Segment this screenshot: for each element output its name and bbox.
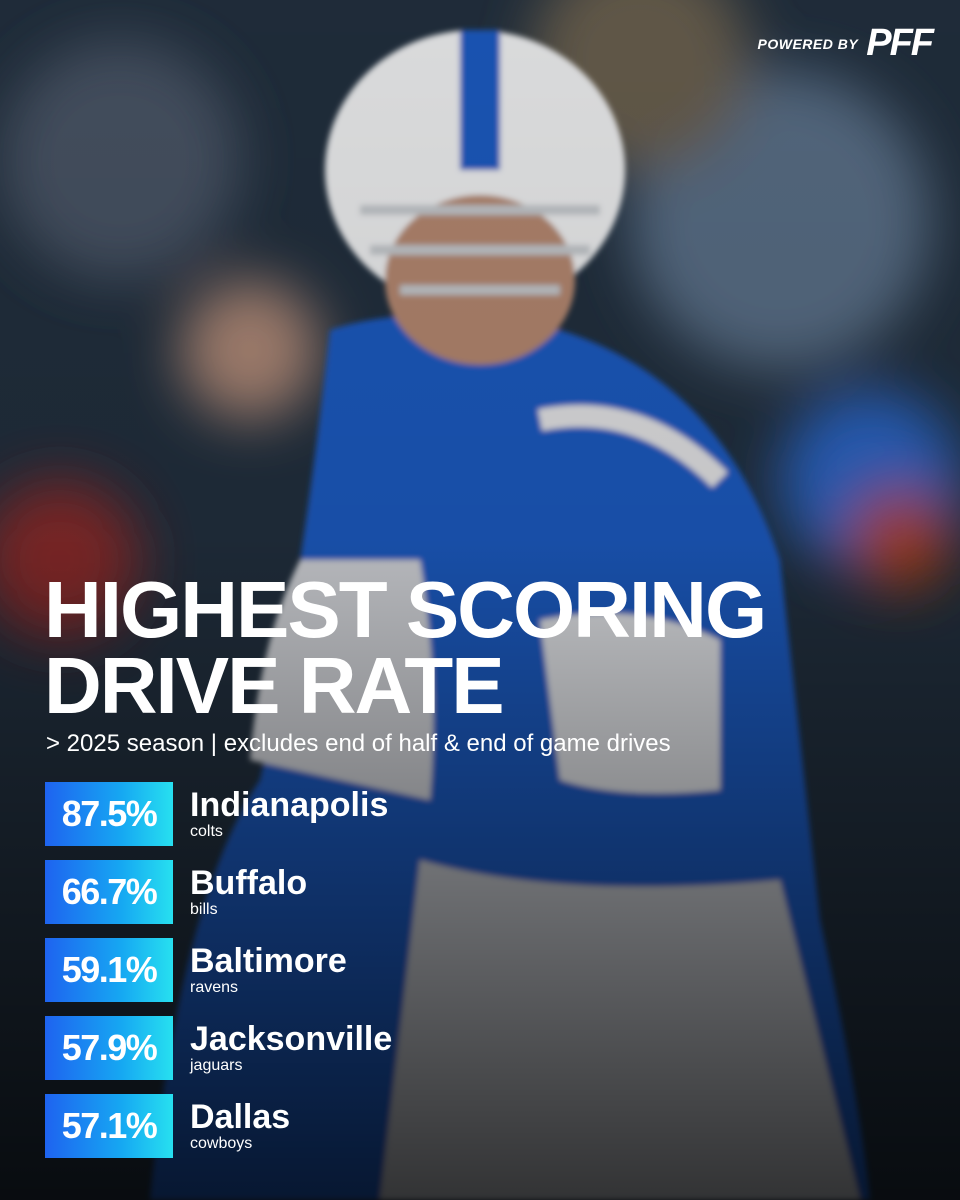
rate-badge: 66.7% <box>45 860 173 924</box>
team-city: Indianapolis <box>190 786 389 824</box>
ranking-list: 87.5% Indianapolis colts 66.7% Buffalo bills 5… <box>45 782 392 1172</box>
title: HIGHEST SCORING DRIVE RATE <box>44 565 767 730</box>
rate-badge: 87.5% <box>45 782 173 846</box>
rate-badge: 57.9% <box>45 1016 173 1080</box>
team-city: Dallas <box>190 1098 291 1136</box>
team-names: Jacksonville jaguars <box>190 1021 392 1075</box>
title-line: HIGHEST SCORING <box>44 565 767 654</box>
team-names: Buffalo bills <box>190 865 307 919</box>
ranking-row: 57.9% Jacksonville jaguars <box>45 1016 392 1080</box>
rate-badge: 57.1% <box>45 1094 173 1158</box>
powered-by: POWERED BY PFF <box>757 22 934 65</box>
ranking-row: 87.5% Indianapolis colts <box>45 782 392 846</box>
team-name: jaguars <box>190 1057 243 1074</box>
team-names: Baltimore ravens <box>190 943 347 997</box>
brand-logo: PFF <box>866 22 934 64</box>
team-city: Baltimore <box>190 942 347 980</box>
subtitle: > 2025 season | excludes end of half & e… <box>46 730 671 757</box>
rate-badge: 59.1% <box>45 938 173 1002</box>
ranking-row: 59.1% Baltimore ravens <box>45 938 392 1002</box>
powered-by-label: POWERED BY <box>757 35 859 52</box>
team-name: colts <box>190 823 223 840</box>
team-name: bills <box>190 901 218 918</box>
team-names: Dallas cowboys <box>190 1099 290 1153</box>
title-line: DRIVE RATE <box>44 641 505 730</box>
team-city: Jacksonville <box>190 1020 393 1058</box>
team-name: ravens <box>190 979 239 996</box>
ranking-row: 57.1% Dallas cowboys <box>45 1094 392 1158</box>
ranking-row: 66.7% Buffalo bills <box>45 860 392 924</box>
team-city: Buffalo <box>190 864 308 902</box>
team-names: Indianapolis colts <box>190 787 388 841</box>
team-name: cowboys <box>190 1135 253 1152</box>
